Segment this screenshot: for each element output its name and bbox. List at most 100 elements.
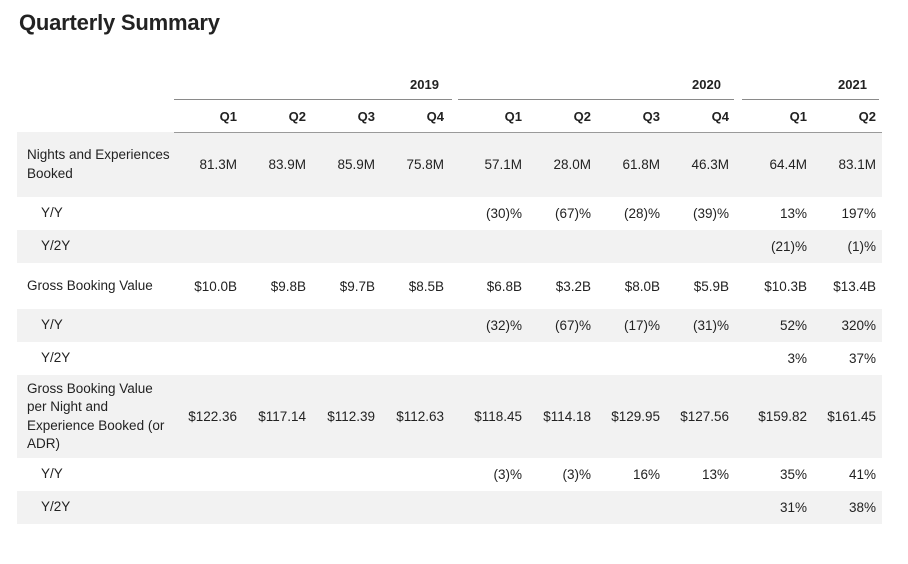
table-cell: 35% — [779, 467, 807, 482]
table-cell: (21)% — [735, 230, 813, 263]
row-label: Y/2Y — [17, 491, 174, 524]
table-cell: $112.39 — [312, 375, 381, 458]
table-cell — [597, 230, 666, 263]
table-cell — [312, 309, 381, 342]
table-cell — [666, 491, 735, 524]
table-row-adr: Gross Booking Value per Night and Experi… — [17, 375, 882, 458]
table-cell: 13% — [779, 206, 807, 221]
quarter-header: Q3 — [312, 102, 381, 133]
table-cell — [312, 197, 381, 230]
table-cell — [174, 491, 243, 524]
table-cell: $8.5B — [408, 278, 444, 294]
table-cell: 46.3M — [666, 132, 735, 197]
table-cell: $9.7B — [339, 278, 375, 294]
table-cell: 75.8M — [381, 132, 450, 197]
row-label: Y/Y — [41, 205, 63, 221]
table-cell: $6.8B — [486, 278, 522, 294]
year-2020-underline — [458, 99, 734, 100]
table-cell — [312, 342, 381, 375]
row-label: Y/Y — [41, 466, 63, 482]
table-cell — [243, 197, 312, 230]
table-cell — [528, 230, 597, 263]
table-cell — [666, 230, 735, 263]
table-cell — [450, 342, 528, 375]
table-cell: 37% — [848, 351, 876, 366]
quarter-header: Q4 — [381, 102, 450, 133]
table-cell — [381, 491, 450, 524]
table-cell — [450, 230, 528, 263]
table-cell — [528, 491, 597, 524]
table-row-adr-yy: Y/Y (3)% (3)% 16% 13% 35% 41% — [17, 458, 882, 491]
table-cell: 16% — [632, 467, 660, 482]
table-cell — [597, 491, 666, 524]
table-row-nights-y2y: Y/2Y (21)% (1)% — [17, 230, 882, 263]
quarter-header: Q1 — [450, 102, 528, 133]
table-cell: 83.9M — [243, 132, 312, 197]
table-cell: 3% — [787, 351, 807, 366]
table-cell: (28)% — [623, 206, 660, 221]
table-cell: 57.1M — [450, 132, 528, 197]
table-cell — [312, 491, 381, 524]
table-cell — [174, 342, 243, 375]
quarter-header: Q4 — [666, 102, 735, 133]
table-cell: 41% — [848, 467, 876, 482]
table-cell — [597, 342, 666, 375]
header-spacer — [17, 102, 174, 132]
table-cell — [243, 491, 312, 524]
quarter-header-row: Q1 Q2 Q3 Q4 Q1 Q2 Q3 Q4 Q1 Q2 — [17, 102, 882, 133]
table-cell — [243, 230, 312, 263]
table-cell: 61.8M — [597, 132, 666, 197]
table-cell — [381, 309, 450, 342]
table-cell: $9.8B — [270, 278, 306, 294]
table-cell — [381, 197, 450, 230]
table-row-nights-yy: Y/Y (30)% (67)% (28)% (39)% 13% 197% — [17, 197, 882, 230]
table-cell: (3)% — [493, 467, 522, 482]
table-cell — [243, 309, 312, 342]
year-2020-header: 2020 — [692, 77, 721, 92]
row-label: Y/2Y — [41, 350, 71, 366]
table-cell — [174, 458, 243, 491]
table-cell — [450, 491, 528, 524]
table-cell: 85.9M — [312, 132, 381, 197]
table-cell: (39)% — [692, 206, 729, 221]
table-cell: 320% — [813, 309, 882, 342]
row-label: Gross Booking Value per Night and Experi… — [17, 375, 174, 458]
row-label: Nights and Experiences Booked — [17, 132, 174, 197]
table-cell: (1)% — [813, 230, 882, 263]
table-row-adr-y2y: Y/2Y 31% 38% — [17, 491, 882, 524]
table-cell: (17)% — [597, 309, 666, 342]
table-cell: 52% — [735, 309, 813, 342]
table-cell — [666, 342, 735, 375]
year-2019-underline — [174, 99, 452, 100]
table-cell: $10.3B — [764, 278, 807, 294]
table-cell: 31% — [735, 491, 813, 524]
table-cell: 83.1M — [813, 132, 882, 197]
table-cell: $122.36 — [174, 375, 243, 458]
table-cell: 13% — [701, 467, 729, 482]
year-2021-underline — [742, 99, 879, 100]
table-cell: 28.0M — [528, 132, 597, 197]
table-row-gbv-yy: Y/Y (32)% (67)% (17)% (31)% 52% 320% — [17, 309, 882, 342]
table-cell — [312, 230, 381, 263]
table-cell: $112.63 — [381, 375, 450, 458]
table-cell — [243, 342, 312, 375]
table-row-nights-booked: Nights and Experiences Booked 81.3M 83.9… — [17, 132, 882, 197]
table-cell — [174, 197, 243, 230]
quarter-header: Q1 — [735, 102, 813, 133]
table-cell: 64.4M — [735, 132, 813, 197]
table-cell: $117.14 — [243, 375, 312, 458]
page-title: Quarterly Summary — [19, 10, 220, 35]
table-cell — [381, 458, 450, 491]
table-cell — [243, 458, 312, 491]
table-cell: 81.3M — [174, 132, 243, 197]
table-cell: $5.9B — [693, 278, 729, 294]
table-cell: 197% — [841, 206, 876, 221]
row-label: Y/2Y — [17, 230, 174, 263]
table-cell: $3.2B — [555, 278, 591, 294]
table-cell: (32)% — [450, 309, 528, 342]
table-cell: $159.82 — [735, 375, 813, 458]
table-cell: $161.45 — [813, 375, 882, 458]
table-cell: $13.4B — [833, 278, 876, 294]
table-cell: (3)% — [562, 467, 591, 482]
table-cell: $127.56 — [666, 375, 735, 458]
